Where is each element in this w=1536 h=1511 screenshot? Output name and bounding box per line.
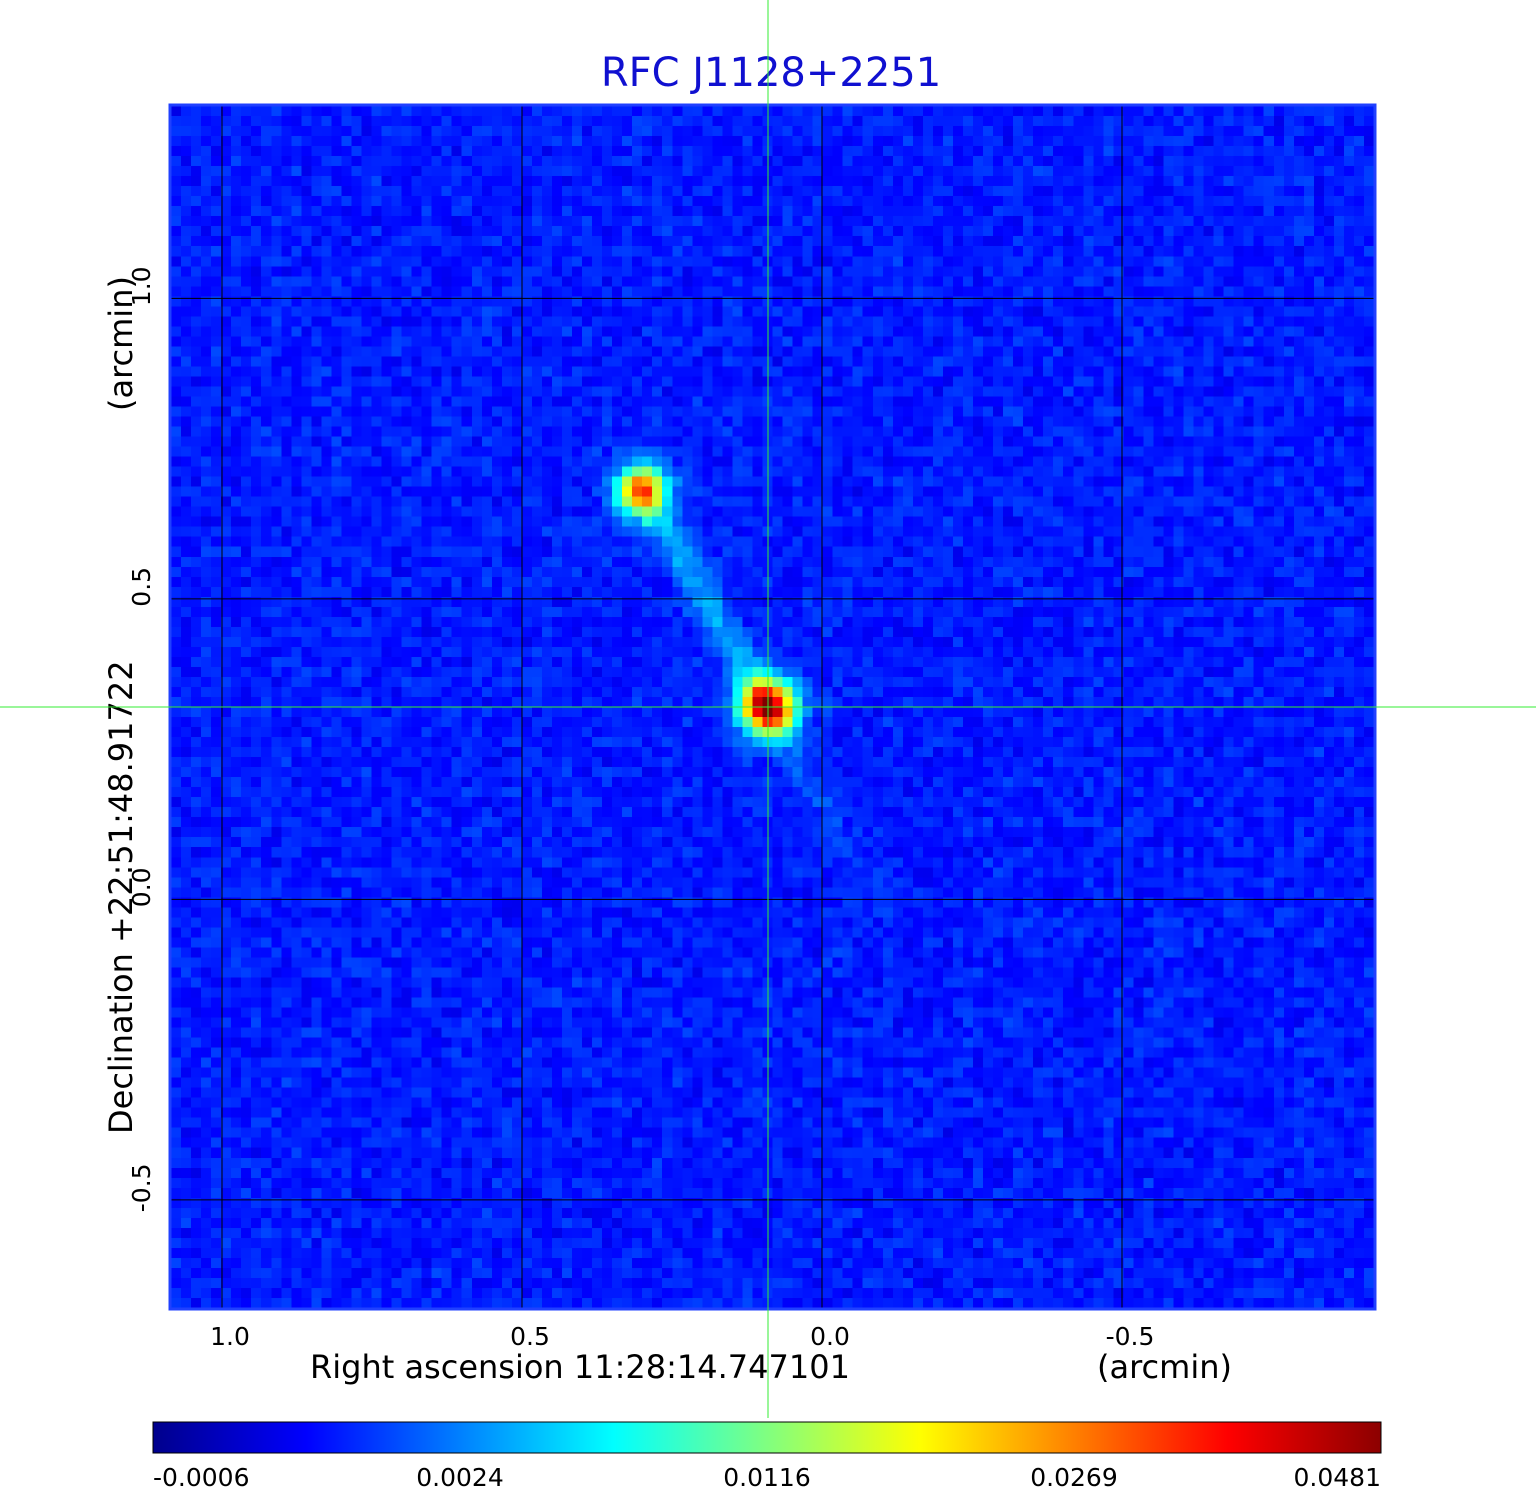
colorbar-tick-labels: -0.0006 0.0024 0.0116 0.0269 0.0481 xyxy=(153,1463,1381,1492)
colorbar: -0.0006 0.0024 0.0116 0.0269 0.0481 xyxy=(152,1421,1382,1492)
x-axis-unit: (arcmin) xyxy=(1097,1348,1232,1386)
y-axis-unit: (arcmin) xyxy=(102,276,140,411)
colorbar-gradient xyxy=(152,1421,1382,1454)
y-tick-label: 0.0 xyxy=(127,867,156,907)
y-tick-label: -0.5 xyxy=(127,1163,156,1212)
x-tick-label: 1.0 xyxy=(210,1322,250,1351)
y-tick-label: 0.5 xyxy=(127,567,156,607)
colorbar-tick-label: -0.0006 xyxy=(153,1463,250,1492)
colorbar-tick-label: 0.0116 xyxy=(723,1463,810,1492)
colorbar-tick-label: 0.0269 xyxy=(1030,1463,1117,1492)
crosshair xyxy=(0,0,1536,1418)
y-tick-label: 1.0 xyxy=(127,266,156,306)
x-axis-label: Right ascension 11:28:14.747101 xyxy=(310,1348,850,1386)
x-tick-label: -0.5 xyxy=(1106,1322,1155,1351)
x-tick-labels: 1.0 0.5 0.0 -0.5 xyxy=(210,1322,1154,1351)
colorbar-tick-label: 0.0024 xyxy=(416,1463,503,1492)
y-axis-label: Declination +22:51:48.91722 xyxy=(102,660,140,1134)
colorbar-tick-label: 0.0481 xyxy=(1294,1463,1381,1492)
x-tick-label: 0.5 xyxy=(510,1322,550,1351)
y-tick-labels: 1.0 0.5 0.0 -0.5 xyxy=(127,266,156,1212)
chart-title: RFC J1128+2251 xyxy=(601,50,941,96)
x-tick-label: 0.0 xyxy=(810,1322,850,1351)
